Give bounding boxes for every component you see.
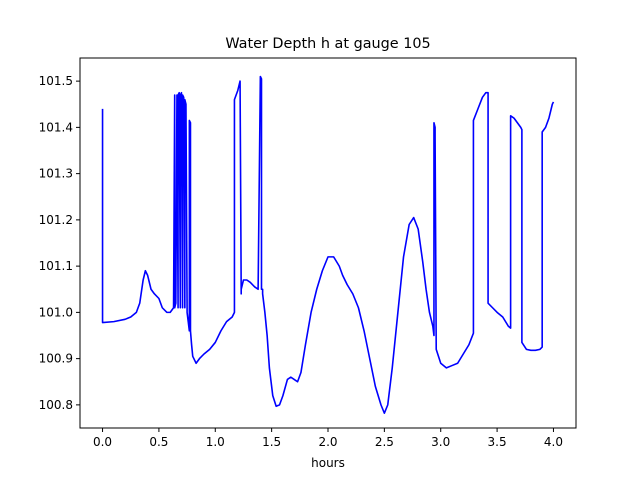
y-tick-label: 101.0 [39,305,73,319]
x-tick-label: 3.5 [488,435,507,449]
y-axis-ticks: 100.8 100.9 101.0 101.1 101.2 101.3 101.4 101.5 [39,74,80,412]
x-tick-label: 2.0 [318,435,337,449]
x-axis-label: hours [311,456,345,470]
x-axis-ticks: 0.0 0.5 1.0 1.5 2.0 2.5 3.0 3.5 4.0 [93,428,563,449]
x-tick-label: 0.5 [149,435,168,449]
y-tick-label: 101.3 [39,167,73,181]
x-tick-label: 1.5 [262,435,281,449]
x-tick-label: 2.5 [375,435,394,449]
y-tick-label: 101.5 [39,74,73,88]
x-tick-label: 0.0 [93,435,112,449]
y-tick-label: 101.2 [39,213,73,227]
x-tick-label: 1.0 [206,435,225,449]
x-tick-label: 3.0 [431,435,450,449]
x-tick-label: 4.0 [544,435,563,449]
y-tick-label: 101.4 [39,120,73,134]
y-tick-label: 100.8 [39,398,73,412]
y-tick-label: 101.1 [39,259,73,273]
series-layer [101,75,555,415]
chart-title: Water Depth h at gauge 105 [225,36,430,52]
series-line-0 [101,75,555,415]
y-tick-label: 100.9 [39,352,73,366]
